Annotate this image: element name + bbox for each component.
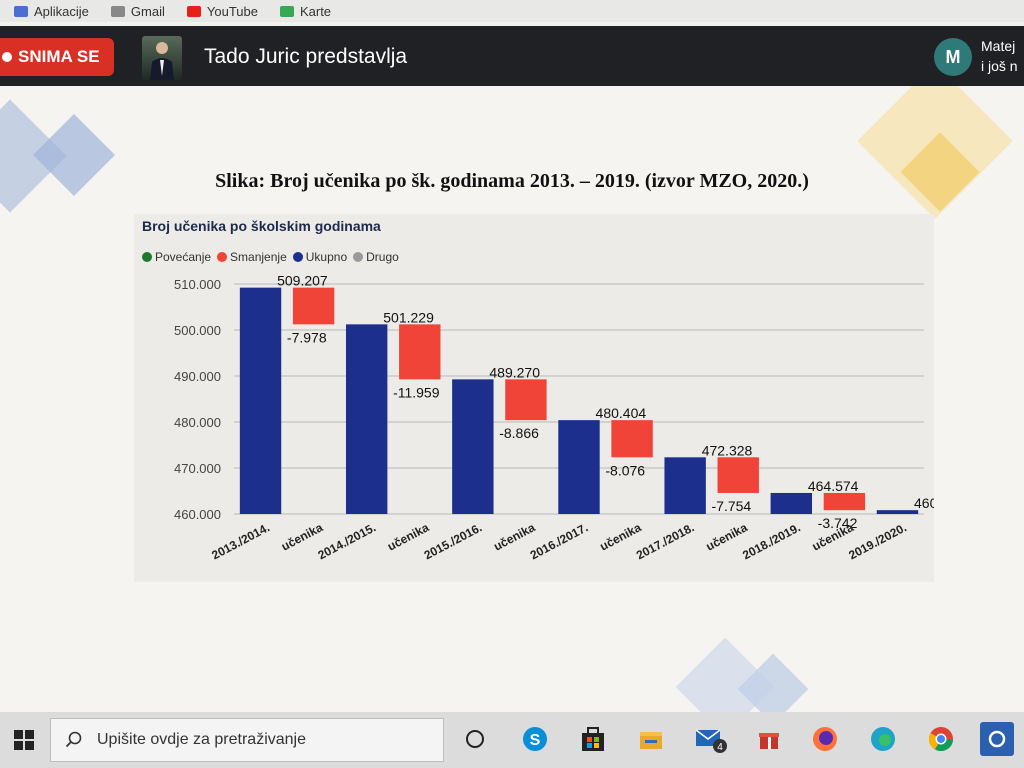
decrease-bar: [823, 492, 866, 511]
chrome-icon[interactable]: [924, 722, 958, 756]
legend-swatch: [142, 252, 152, 262]
x-category-label: 2014./2015.: [316, 520, 379, 562]
chart-legend: Povećanje Smanjenje Ukupno Drugo: [142, 250, 399, 264]
total-bar: [345, 324, 388, 514]
bookmark-label: Karte: [299, 3, 332, 19]
legend-swatch: [292, 252, 303, 262]
presenter-title: Tado Juric predstavlja: [204, 45, 408, 68]
legend-item-drugo: Drugo: [353, 250, 399, 264]
y-tick-label: 460.000: [174, 507, 221, 522]
total-bar: [452, 379, 494, 514]
y-tick-label: 480.000: [174, 415, 221, 430]
data-label: 480.404: [596, 405, 647, 421]
file-explorer-icon[interactable]: [634, 722, 668, 756]
taskbar-search-input[interactable]: Upišite ovdje za pretraživanje: [50, 718, 444, 762]
x-category-label: 2016./2017.: [528, 520, 591, 562]
apps-grid-icon: [14, 5, 28, 17]
presenter-avatar: [142, 36, 182, 80]
legend-item-povecanje: Povećanje: [142, 250, 211, 264]
total-bar: [558, 420, 600, 514]
data-label: 460.832: [914, 495, 934, 511]
data-label: -7.978: [287, 329, 327, 345]
youtube-icon: [186, 5, 201, 17]
data-label: -7.754: [712, 498, 752, 514]
decrease-bar: [505, 379, 547, 421]
user-avatar[interactable]: M: [934, 38, 972, 76]
record-dot-icon: [2, 52, 12, 62]
x-category-label: 2017./2018.: [634, 520, 697, 562]
legend-label: Ukupno: [305, 250, 348, 264]
bookmark-karte[interactable]: Karte: [279, 3, 332, 19]
bookmark-gmail[interactable]: Gmail: [110, 3, 165, 19]
firefox-icon[interactable]: [808, 722, 842, 756]
recording-label: SNIMA SE: [18, 47, 100, 66]
x-category-label: 2018./2019.: [740, 520, 803, 562]
y-tick-label: 490.000: [174, 369, 221, 384]
mail-icon[interactable]: 4: [694, 722, 728, 756]
chart-title: Broj učenika po školskim godinama: [142, 218, 381, 234]
search-icon: [65, 731, 82, 748]
search-placeholder: Upišite ovdje za pretraživanje: [97, 731, 306, 748]
data-label: -11.959: [393, 384, 440, 400]
bookmark-youtube[interactable]: YouTube: [186, 3, 258, 19]
gmail-icon: [110, 5, 125, 17]
store-icon[interactable]: [576, 722, 610, 756]
participant-name-line1: Matej: [981, 38, 1016, 54]
svg-text:S: S: [530, 732, 541, 749]
data-label: -3.742: [818, 515, 858, 531]
presentation-slide: Slika: Broj učenika po šk. godinama 2013…: [0, 86, 1024, 712]
data-label: 464.574: [808, 478, 859, 494]
bookmark-label: Gmail: [130, 3, 165, 19]
windows-start-icon[interactable]: [14, 730, 34, 750]
maps-icon: [279, 5, 294, 17]
total-bar: [876, 510, 919, 514]
recording-indicator[interactable]: SNIMA SE: [0, 38, 114, 76]
legend-swatch: [217, 252, 228, 262]
waterfall-chart: Broj učenika po školskim godinama Poveća…: [134, 214, 934, 582]
total-bar: [664, 457, 706, 514]
legend-item-smanjenje: Smanjenje: [217, 250, 287, 264]
decrease-bar: [399, 324, 441, 380]
legend-label: Smanjenje: [230, 250, 287, 264]
participant-names: Matej i još n: [981, 36, 1018, 76]
edge-icon[interactable]: [866, 722, 900, 756]
bookmark-aplikacije[interactable]: Aplikacije: [14, 4, 89, 19]
meeting-header: SNIMA SE Tado Juric predstavlja M Matej …: [0, 26, 1024, 86]
y-tick-label: 500.000: [174, 323, 221, 338]
decrease-bar: [611, 420, 653, 458]
gift-icon[interactable]: [752, 722, 786, 756]
legend-label: Povećanje: [155, 250, 212, 264]
meet-app-icon[interactable]: [980, 722, 1014, 756]
slide-title: Slika: Broj učenika po šk. godinama 2013…: [215, 170, 809, 192]
x-category-label: 2013./2014.: [209, 520, 272, 562]
legend-item-ukupno: Ukupno: [292, 250, 348, 264]
data-label: -8.866: [499, 425, 539, 441]
mail-badge: 4: [717, 742, 723, 753]
skype-icon[interactable]: S: [518, 722, 552, 756]
chart-plot-area: 460.000 470.000 480.000 490.000 500.000 510.0…: [174, 273, 934, 563]
data-label: 489.270: [489, 364, 540, 380]
legend-swatch: [353, 252, 364, 262]
x-category-label: 2015./2016.: [422, 520, 485, 562]
task-view-icon[interactable]: [458, 722, 492, 756]
data-label: 501.229: [383, 309, 434, 325]
y-tick-label: 510.000: [174, 277, 221, 292]
data-label: 509.207: [277, 273, 328, 289]
total-bar: [770, 492, 813, 514]
participant-name-line2: i još n: [981, 58, 1018, 74]
data-label: 472.328: [702, 442, 753, 458]
legend-label: Drugo: [366, 250, 399, 264]
data-label: -8.076: [605, 462, 645, 478]
bookmark-label: Aplikacije: [34, 3, 89, 19]
decrease-bar: [292, 287, 335, 325]
bookmarks-bar: Aplikacije Gmail YouTube Karte: [0, 0, 1024, 22]
decrease-bar: [717, 457, 759, 493]
y-tick-label: 470.000: [174, 461, 221, 476]
taskbar: Upišite ovdje za pretraživanje S 4: [0, 712, 1024, 768]
total-bar: [239, 287, 282, 514]
bookmark-label: YouTube: [206, 3, 258, 19]
